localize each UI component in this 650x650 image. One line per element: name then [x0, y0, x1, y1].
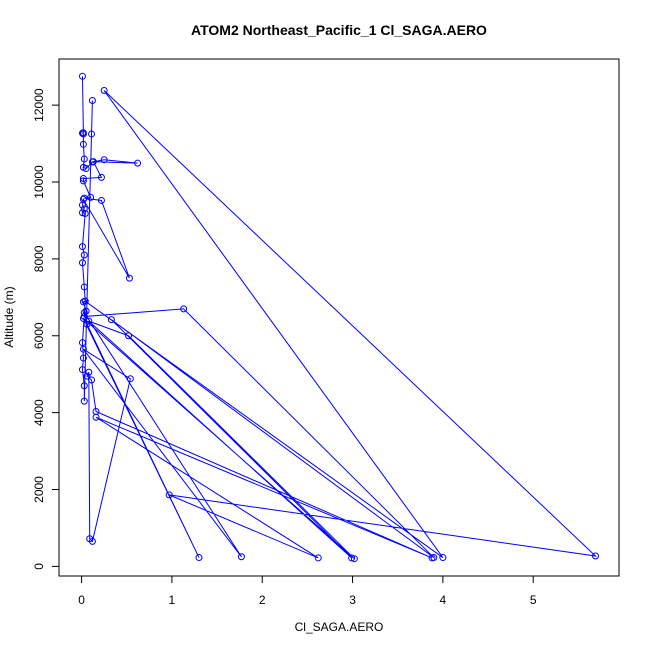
y-tick-label: 2000: [32, 476, 46, 503]
y-tick-label: 6000: [32, 322, 46, 349]
data-point: [78, 201, 86, 209]
data-point: [78, 209, 86, 217]
data-point: [107, 316, 115, 324]
data-point: [80, 205, 88, 213]
series-line: [81, 76, 598, 560]
data-point: [100, 87, 108, 95]
data-point: [592, 552, 600, 560]
data-point: [80, 155, 88, 163]
x-tick-label: 3: [349, 593, 356, 607]
y-axis-label: Altitude (m): [2, 286, 16, 347]
data-point: [79, 130, 87, 138]
data-point: [80, 397, 88, 405]
data-point: [89, 158, 97, 166]
data-point: [79, 345, 87, 353]
x-axis-label: Cl_SAGA.AERO: [295, 620, 384, 634]
data-point: [81, 210, 89, 218]
x-axis: 0 1 2 3 4 5: [78, 575, 537, 607]
x-tick-label: 2: [259, 593, 266, 607]
data-point: [195, 554, 203, 562]
data-point: [165, 491, 173, 499]
data-point: [83, 372, 91, 380]
data-point: [78, 129, 86, 137]
y-tick-label: 4000: [32, 399, 46, 426]
data-point: [88, 97, 96, 105]
y-tick-label: 8000: [32, 245, 46, 272]
data-point: [88, 376, 96, 384]
data-point: [80, 382, 88, 390]
data-point: [80, 309, 88, 317]
data-point: [80, 283, 88, 291]
y-tick-label: 10000: [32, 165, 46, 199]
chart-title: ATOM2 Northeast_Pacific_1 Cl_SAGA.AERO: [191, 22, 487, 38]
data-point: [78, 243, 86, 251]
data-point: [314, 554, 322, 562]
plot-area: [78, 72, 600, 563]
data-point: [428, 554, 436, 562]
data-point: [348, 554, 356, 562]
data-point: [78, 259, 86, 267]
data-point: [79, 140, 87, 148]
y-tick-label: 0: [32, 563, 46, 570]
data-point: [350, 555, 358, 563]
data-point: [80, 251, 88, 259]
data-point: [97, 173, 105, 181]
data-point: [79, 354, 87, 362]
data-point: [80, 194, 88, 202]
y-axis: 0 2000 4000 6000 8000 10000 12000: [32, 88, 60, 570]
data-point: [237, 553, 245, 561]
x-tick-label: 4: [440, 593, 447, 607]
data-point: [126, 375, 134, 383]
data-point: [85, 368, 93, 376]
data-point: [88, 130, 96, 138]
data-point: [97, 196, 105, 204]
x-tick-label: 5: [530, 593, 537, 607]
data-point: [78, 72, 86, 80]
data-point: [125, 332, 133, 340]
x-tick-label: 0: [78, 593, 85, 607]
data-point: [180, 305, 188, 313]
data-point: [78, 366, 86, 374]
x-tick-label: 1: [169, 593, 176, 607]
data-point: [100, 156, 108, 164]
data-point: [82, 165, 90, 173]
data-point: [134, 159, 142, 167]
data-point: [125, 274, 133, 282]
data-point: [83, 320, 91, 328]
data-point: [79, 177, 87, 185]
data-point: [81, 297, 89, 305]
data-point: [78, 339, 86, 347]
data-point: [79, 175, 87, 183]
data-point: [86, 535, 94, 543]
data-point: [92, 413, 100, 421]
y-tick-label: 12000: [32, 88, 46, 122]
data-point: [439, 554, 447, 562]
